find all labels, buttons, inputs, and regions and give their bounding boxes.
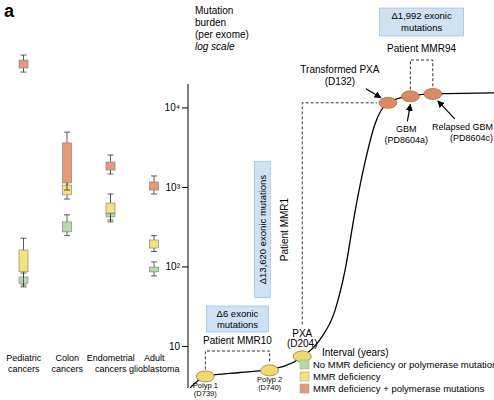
svg-text:mutations: mutations: [217, 319, 258, 330]
svg-text:Polyp 1(D739): Polyp 1(D739): [193, 381, 218, 398]
svg-text:10: 10: [169, 341, 181, 352]
svg-text:10³: 10³: [166, 182, 181, 193]
svg-text:Transformed PXA(D132): Transformed PXA(D132): [300, 64, 379, 87]
svg-text:Patient MMR1: Patient MMR1: [279, 197, 290, 261]
svg-text:(per exome): (per exome): [195, 29, 249, 40]
svg-text:Patient MMR94: Patient MMR94: [387, 43, 456, 54]
svg-text:Δ13,620 exonic mutations: Δ13,620 exonic mutations: [257, 175, 268, 285]
svg-text:Coloncancers: Coloncancers: [51, 353, 83, 374]
svg-text:No MMR deficiency or polymeras: No MMR deficiency or polymerase mutation…: [313, 359, 486, 370]
svg-text:burden: burden: [195, 17, 226, 28]
svg-text:Interval (years): Interval (years): [322, 347, 389, 358]
svg-text:log scale: log scale: [195, 41, 235, 52]
svg-text:MMR deficiency + polymerase mu: MMR deficiency + polymerase mutations: [313, 383, 485, 394]
svg-text:Patient MMR10: Patient MMR10: [203, 335, 272, 346]
svg-text:Mutation: Mutation: [195, 5, 233, 16]
svg-text:10⁴: 10⁴: [165, 102, 180, 113]
svg-text:Endometrialcancers: Endometrialcancers: [87, 353, 135, 374]
svg-text:Δ6 exonic: Δ6 exonic: [217, 308, 259, 319]
svg-text:mutations: mutations: [401, 22, 442, 33]
svg-text:Polyp 2(D740): Polyp 2(D740): [257, 375, 282, 392]
svg-text:PXA(D204): PXA(D204): [287, 328, 318, 349]
svg-text:GBM(PD8604a): GBM(PD8604a): [385, 124, 429, 145]
svg-text:Δ1,992 exonic: Δ1,992 exonic: [391, 10, 451, 21]
svg-text:Pediatriccancers: Pediatriccancers: [8, 353, 42, 374]
svg-text:a: a: [8, 1, 15, 21]
svg-text:Relapsed GBM(PD8604c): Relapsed GBM(PD8604c): [432, 122, 486, 143]
svg-text:MMR deficiency: MMR deficiency: [313, 371, 381, 382]
svg-text:10²: 10²: [166, 261, 181, 272]
svg-text:Adultglioblastoma: Adultglioblastoma: [129, 353, 180, 374]
